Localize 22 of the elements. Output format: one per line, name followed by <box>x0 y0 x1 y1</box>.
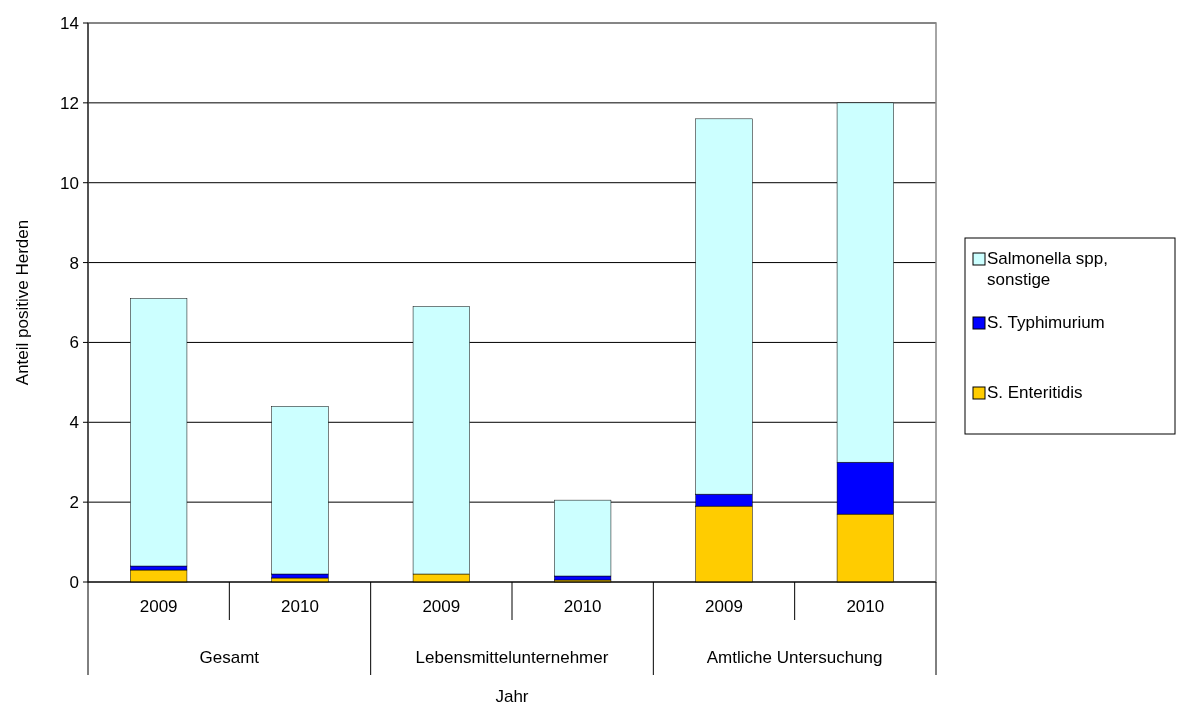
legend-label: Salmonella spp, sonstige <box>987 249 1108 289</box>
x-tick-label: 2009 <box>705 597 743 616</box>
legend-label: S. Typhimurium <box>987 313 1105 332</box>
text: Amtliche Untersuchung <box>706 648 883 667</box>
y-tick-label: 6 <box>69 333 79 353</box>
y-tick-label: 8 <box>69 253 79 273</box>
y-tick-label: 0 <box>69 572 79 592</box>
x-axis-title: Jahr <box>495 687 529 706</box>
text: Gesamt <box>199 648 260 667</box>
y-tick-label: 10 <box>60 173 79 193</box>
y-tick-label: 12 <box>60 93 79 113</box>
x-tick-label: 2009 <box>139 597 178 616</box>
x-tick-label: 2009 <box>422 597 461 616</box>
y-axis-title: Anteil positive Herden <box>13 219 32 386</box>
y-tick-label: 4 <box>69 413 79 433</box>
text: Lebensmittelunternehmer <box>415 648 609 667</box>
x-tick-label: 2010 <box>846 597 885 616</box>
x-tick-label: 2010 <box>281 597 319 616</box>
x-tick-label: 2010 <box>563 597 602 616</box>
y-tick-label: 2 <box>69 493 79 513</box>
y-tick-label: 14 <box>60 13 79 33</box>
legend-label: S. Enteritidis <box>987 383 1083 402</box>
